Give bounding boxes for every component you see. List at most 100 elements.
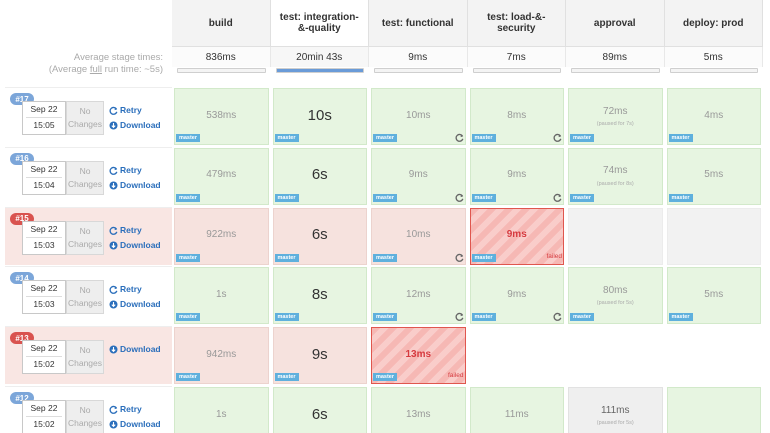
- action-link[interactable]: Download: [120, 239, 161, 250]
- branch-tag: master: [668, 193, 693, 202]
- run-date: Sep 22: [30, 163, 58, 174]
- branch-tag: master: [373, 193, 397, 202]
- stage-time: 6s: [311, 226, 328, 244]
- stage-cell: [568, 207, 663, 265]
- branch-tag: master: [176, 193, 200, 202]
- retry-icon: [455, 193, 463, 202]
- branch-tag: master: [176, 134, 200, 142]
- stage-time: 8s: [311, 285, 328, 303]
- stage-time: 9ms: [507, 288, 527, 300]
- action-link[interactable]: Retry: [120, 284, 142, 295]
- action-link[interactable]: Download: [120, 120, 161, 130]
- stage-time: 111ms: [600, 404, 630, 416]
- stage-time: 1s: [215, 288, 227, 300]
- stage-header: build: [172, 0, 271, 47]
- stage-time: 479ms: [206, 169, 237, 181]
- stage-header: test: load-&-security: [467, 0, 566, 47]
- failed-label: failed: [447, 372, 464, 380]
- branch-tag: master: [373, 313, 397, 322]
- run-time: 15:04: [33, 179, 55, 190]
- action-link[interactable]: Retry: [120, 105, 142, 115]
- branch-tag: master: [373, 253, 397, 262]
- stage-cell: [469, 327, 564, 385]
- action-link[interactable]: Download: [120, 344, 161, 355]
- action-link[interactable]: Retry: [120, 224, 142, 235]
- date-divider: [26, 236, 62, 238]
- failed-label: failed: [546, 252, 562, 260]
- action-icon: [109, 181, 118, 190]
- date-divider: [26, 176, 62, 178]
- pause-note: (paused for 5s): [596, 420, 634, 426]
- branch-tag: master: [274, 313, 299, 322]
- stage-time: 5ms: [704, 169, 724, 181]
- run-date: Sep 22: [30, 104, 58, 114]
- stage-average: 836ms: [172, 47, 271, 67]
- stage-time: 10ms: [406, 229, 431, 241]
- stage-cell: [568, 387, 663, 433]
- stage-average: 89ms: [566, 47, 665, 67]
- avg-run: (Average full run time: ~5s): [0, 64, 163, 75]
- stage-cell: [371, 387, 466, 433]
- stage-time: 9ms: [507, 169, 527, 181]
- date-box: [22, 101, 66, 135]
- date-divider: [26, 296, 62, 298]
- run-time: 15:02: [33, 419, 55, 429]
- stage-time: 538ms: [206, 109, 237, 121]
- branch-tag: master: [373, 373, 397, 382]
- progress-bar: [472, 68, 561, 73]
- branch-tag: master: [176, 253, 200, 262]
- stage-time: 80ms: [603, 284, 628, 296]
- retry-icon: [455, 253, 463, 262]
- progress-bar: [669, 68, 758, 73]
- stage-time: 9ms: [506, 229, 527, 241]
- date-box: [22, 340, 66, 375]
- stage-time: 11ms: [504, 408, 529, 420]
- progress-bar: [571, 68, 660, 73]
- action-link[interactable]: Download: [120, 419, 161, 429]
- branch-tag: master: [176, 373, 200, 382]
- branch-tag: master: [373, 134, 397, 142]
- run-date: Sep 22: [30, 343, 58, 354]
- run-time: 15:03: [33, 299, 55, 310]
- stage-time: 74ms: [603, 165, 628, 177]
- branch-tag: master: [274, 373, 299, 382]
- stage-time: 13ms: [405, 348, 432, 360]
- stage-header: approval: [566, 0, 665, 47]
- pause-note: (paused for 5s): [596, 300, 634, 307]
- stage-time: 13ms: [406, 408, 431, 420]
- action-icon: [109, 106, 118, 115]
- run-time: 15:05: [33, 120, 55, 130]
- stage-average: 9ms: [369, 47, 468, 67]
- action-link[interactable]: Retry: [120, 164, 142, 175]
- retry-icon: [553, 133, 562, 142]
- action-link[interactable]: Download: [120, 299, 161, 310]
- stage-header: test: functional: [369, 0, 468, 47]
- branch-tag: master: [274, 134, 299, 142]
- stage-average: 5ms: [664, 47, 763, 67]
- action-icon: [109, 345, 118, 354]
- stage-time: 10ms: [406, 109, 431, 121]
- stage-cell: [666, 207, 761, 265]
- run-date: Sep 22: [30, 283, 58, 294]
- progress-bar: [275, 68, 364, 73]
- action-icon: [109, 420, 118, 429]
- action-link[interactable]: Retry: [120, 404, 142, 414]
- stage-header: test: integration-&-quality: [270, 0, 369, 47]
- pause-note: (paused for 7s): [596, 121, 634, 127]
- action-icon: [109, 300, 118, 309]
- action-link[interactable]: Download: [120, 179, 161, 190]
- branch-tag: master: [668, 313, 693, 322]
- stage-time: 9s: [311, 345, 328, 363]
- stage-time: 5ms: [704, 288, 724, 300]
- stage-time: 8ms: [507, 109, 527, 121]
- progress-bar: [374, 68, 463, 73]
- avg-run-part: full: [89, 64, 103, 75]
- stage-time: 1s: [215, 408, 227, 420]
- avg-run-part: run time: ~5s): [102, 64, 163, 75]
- branch-tag: master: [274, 193, 299, 202]
- changes-box: No Changes: [66, 400, 104, 433]
- branch-tag: master: [471, 313, 496, 322]
- stage-average: 7ms: [467, 47, 566, 67]
- run-date: Sep 22: [30, 223, 58, 234]
- date-box: [22, 280, 66, 315]
